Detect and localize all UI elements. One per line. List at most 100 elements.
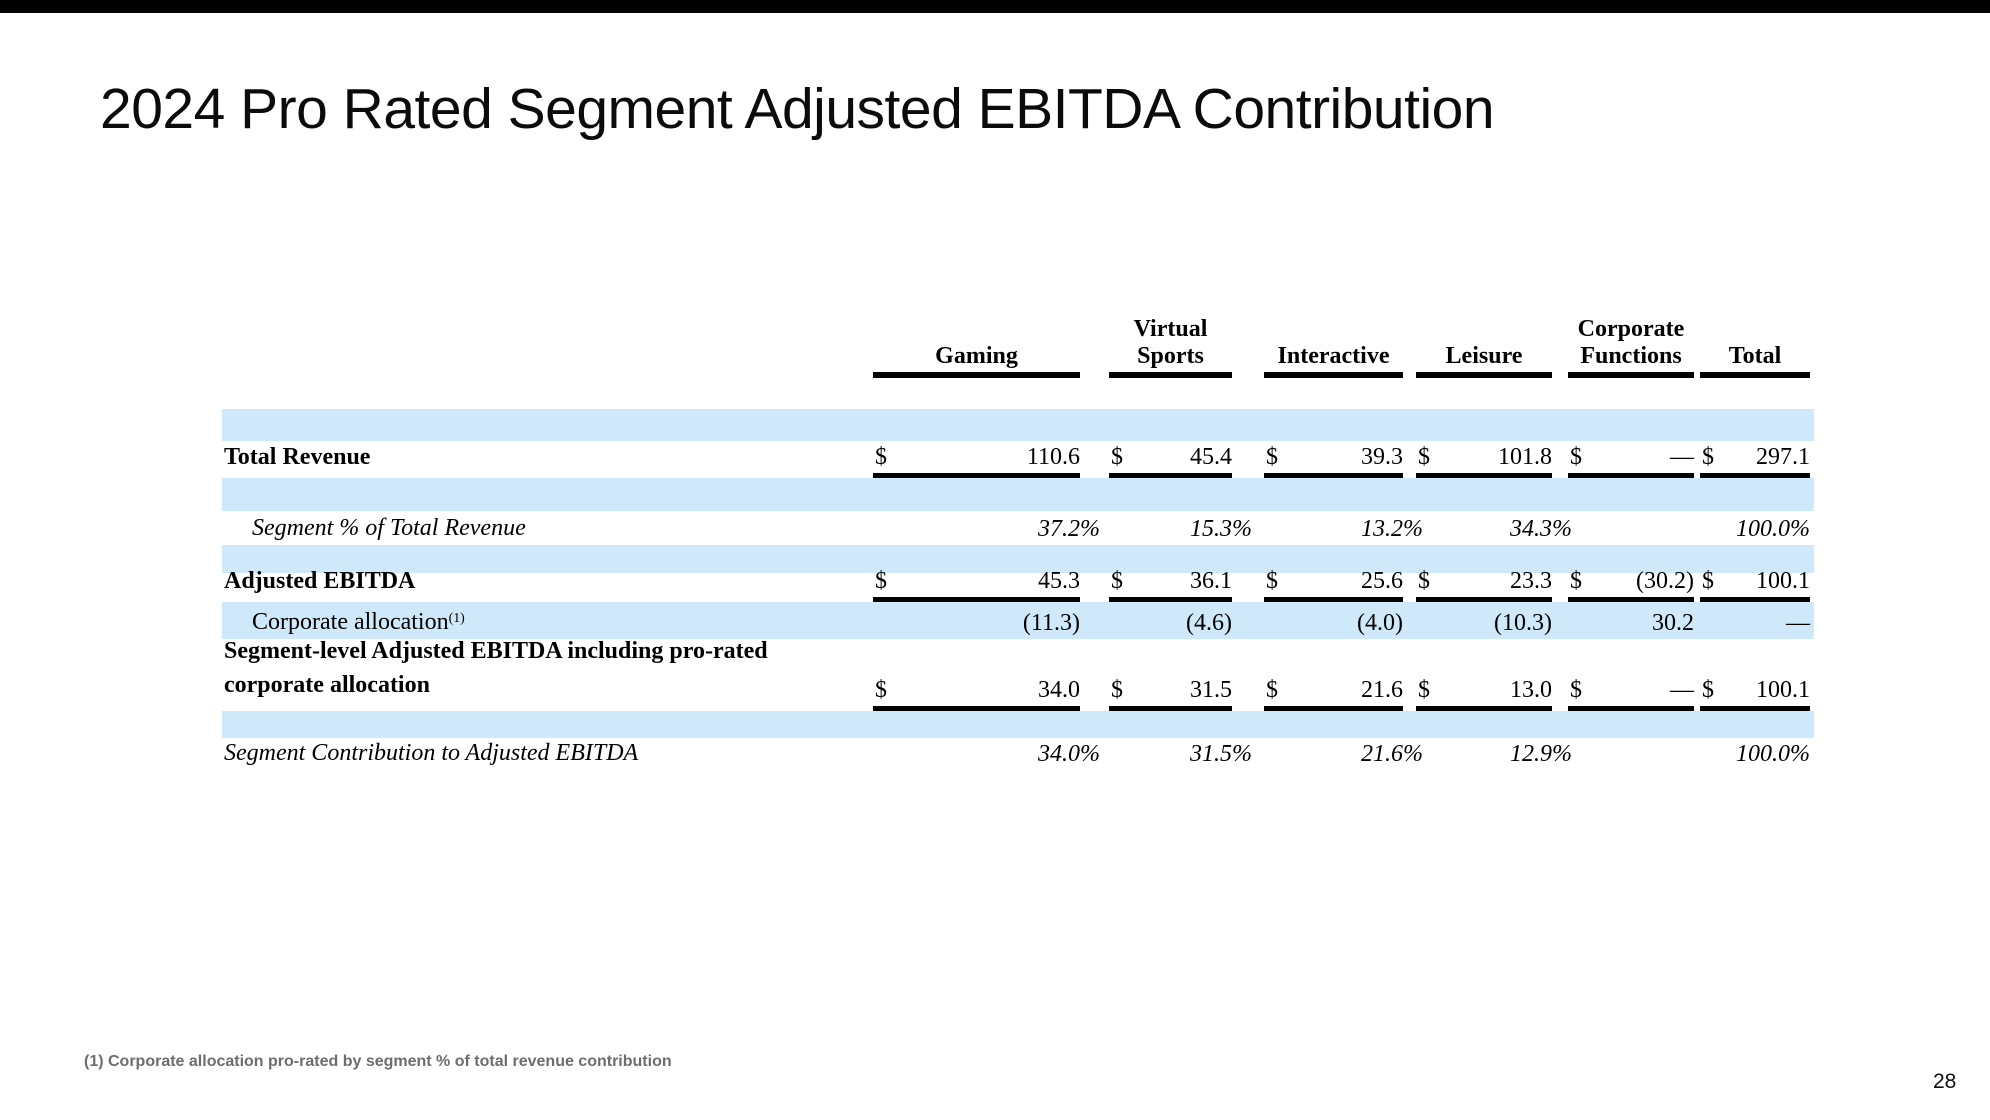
value-cell: 30.2 <box>1568 611 1694 639</box>
value: 30.2 <box>1652 610 1694 636</box>
value: 100.1 <box>1756 677 1810 703</box>
value: 39.3 <box>1361 444 1403 470</box>
row-label: Segment Contribution to Adjusted EBITDA <box>222 741 870 770</box>
row-label: Total Revenue <box>222 445 870 478</box>
top-bar <box>0 0 1990 13</box>
value: 13.0 <box>1510 677 1552 703</box>
value-cell: (11.3) <box>873 611 1080 639</box>
table-row: Segment-level Adjusted EBITDA including … <box>222 638 1814 711</box>
value: (11.3) <box>1022 610 1080 636</box>
page-number: 28 <box>1933 1070 1957 1093</box>
value-cell: $297.1 <box>1700 445 1810 478</box>
value-cell: $ — <box>1568 678 1694 711</box>
value: (4.0) <box>1357 610 1403 636</box>
row-label-text: Adjusted EBITDA <box>224 568 416 594</box>
value-cell <box>1568 541 1694 545</box>
row-label: Segment % of Total Revenue <box>222 516 870 545</box>
value: 34.3% <box>1510 516 1572 542</box>
value-cell: 34.0% <box>873 742 1100 770</box>
value-cell: 21.6% <box>1264 742 1423 770</box>
value: 36.1 <box>1190 568 1232 594</box>
value-cell: $23.3 <box>1416 569 1552 602</box>
value: 45.3 <box>1038 568 1080 594</box>
row-label: Corporate allocation(1) <box>222 607 870 639</box>
row-label-text: Segment Contribution to Adjusted EBITDA <box>224 740 639 766</box>
value: 21.6% <box>1361 741 1423 767</box>
table-rows: Total Revenue $110.6 $45.4 $39.3 $101.8 $ — $29… <box>222 409 1814 770</box>
table-row: Adjusted EBITDA $45.3 $36.1 $25.6 $23.3 $ (30.… <box>222 569 1814 602</box>
value-cell <box>1568 766 1694 770</box>
table-row: Segment Contribution to Adjusted EBITDA 3… <box>222 738 1814 770</box>
value-cell: 37.2% <box>873 517 1100 545</box>
currency-symbol: $ <box>875 677 887 703</box>
value-cell: $110.6 <box>873 445 1080 478</box>
currency-symbol: $ <box>1266 568 1278 594</box>
value-cell: 100.0% <box>1700 517 1810 545</box>
currency-symbol: $ <box>1570 444 1582 470</box>
column-header-line1: Corporate <box>1577 316 1685 342</box>
column-header-line2: Leisure <box>1445 343 1523 369</box>
column-header-line2: Gaming <box>935 343 1018 369</box>
footnote: (1) Corporate allocation pro-rated by se… <box>84 1053 672 1070</box>
column-header-corporate-functions: Corporate Functions <box>1568 310 1694 378</box>
value: 34.0% <box>1038 741 1100 767</box>
value-cell: $21.6 <box>1264 678 1403 711</box>
value-cell: $101.8 <box>1416 445 1552 478</box>
value-cell: 13.2% <box>1264 517 1423 545</box>
column-header-gaming: Gaming <box>873 310 1080 378</box>
page-title: 2024 Pro Rated Segment Adjusted EBITDA C… <box>100 77 1495 141</box>
value-cell: $25.6 <box>1264 569 1403 602</box>
header-gap <box>222 378 1814 409</box>
value: 110.6 <box>1026 444 1080 470</box>
spacer-row <box>222 545 1814 573</box>
currency-symbol: $ <box>1111 444 1123 470</box>
value-cell: (4.0) <box>1264 611 1403 639</box>
spacer-row <box>222 711 1814 738</box>
value-cell: (10.3) <box>1416 611 1552 639</box>
value-cell: 15.3% <box>1109 517 1252 545</box>
currency-symbol: $ <box>1418 677 1430 703</box>
value: 23.3 <box>1510 568 1552 594</box>
value-cell: $34.0 <box>873 678 1080 711</box>
value: (10.3) <box>1494 610 1552 636</box>
column-header-leisure: Leisure <box>1416 310 1552 378</box>
currency-symbol: $ <box>1702 568 1714 594</box>
value-cell: 34.3% <box>1416 517 1572 545</box>
value-cell: $100.1 <box>1700 569 1810 602</box>
table-row: Segment % of Total Revenue 37.2% 15.3% 13.2… <box>222 511 1814 545</box>
currency-symbol: $ <box>1111 568 1123 594</box>
value-cell: $31.5 <box>1109 678 1232 711</box>
currency-symbol: $ <box>1266 677 1278 703</box>
value: 100.1 <box>1756 568 1810 594</box>
table-row: Total Revenue $110.6 $45.4 $39.3 $101.8 $ — $29… <box>222 441 1814 478</box>
table-header-row: Gaming Virtual Sports Interactive Leisur… <box>222 310 1814 378</box>
table-row: Corporate allocation(1) (11.3) (4.6) (4.0) (… <box>222 602 1814 639</box>
currency-symbol: $ <box>1266 444 1278 470</box>
currency-symbol: $ <box>1702 677 1714 703</box>
column-header-line1: Virtual <box>1133 316 1208 342</box>
value-cell: $13.0 <box>1416 678 1552 711</box>
value-cell: $36.1 <box>1109 569 1232 602</box>
row-label: Adjusted EBITDA <box>222 569 870 602</box>
currency-symbol: $ <box>1702 444 1714 470</box>
column-header-line2: Sports <box>1137 343 1204 369</box>
column-header-total: Total <box>1700 310 1810 378</box>
currency-symbol: $ <box>1418 568 1430 594</box>
value-cell: $100.1 <box>1700 678 1810 711</box>
column-header-line2: Functions <box>1580 343 1682 369</box>
column-header-virtual-sports: Virtual Sports <box>1109 310 1232 378</box>
footnote-ref: (1) <box>448 611 465 626</box>
value-cell: $45.4 <box>1109 445 1232 478</box>
value: 100.0% <box>1736 516 1810 542</box>
value: 13.2% <box>1361 516 1423 542</box>
value-cell: $45.3 <box>873 569 1080 602</box>
value: 45.4 <box>1190 444 1232 470</box>
currency-symbol: $ <box>1570 677 1582 703</box>
spacer-row <box>222 409 1814 441</box>
row-label: Segment-level Adjusted EBITDA including … <box>222 634 870 711</box>
value: 25.6 <box>1361 568 1403 594</box>
value-cell: 12.9% <box>1416 742 1572 770</box>
value: 37.2% <box>1038 516 1100 542</box>
value: — <box>1786 610 1810 636</box>
value: 12.9% <box>1510 741 1572 767</box>
